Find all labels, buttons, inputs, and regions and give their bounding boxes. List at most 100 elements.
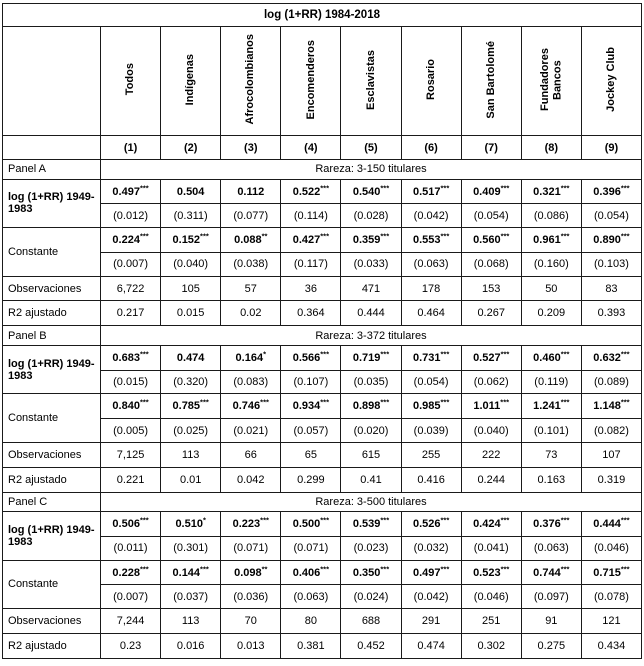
panel-label: Panel B [2,325,101,346]
panel-row: Panel C Rareza: 3-500 titulares [2,491,642,513]
table-title: log (1+RR) 1984-2018 [2,3,642,27]
r2-cell: 0.015 [160,300,222,327]
lag-coef-cell: 0.112 [220,178,282,205]
constant-coef-cell: 0.497*** [400,559,462,586]
lag-se-cell: (0.071) [220,535,282,561]
lag-se-cell: (0.054) [400,369,462,395]
lag-se-cell: (0.083) [220,369,282,395]
constant-se-cell: (0.046) [460,584,522,610]
observations-cell: 105 [160,275,222,302]
lag-coef-cell: 0.540*** [340,178,402,205]
constant-se-cell: (0.020) [340,418,402,443]
lag-se-cell: (0.012) [99,203,162,229]
lag-se-cell: (0.032) [400,535,462,561]
constant-se-cell: (0.025) [160,418,222,443]
observations-cell: 7,244 [99,608,162,634]
lag-se-cell: (0.046) [580,535,643,561]
column-header: San Bartolomé [460,26,522,136]
panel-subtitle: Rareza: 3-150 titulares [100,159,642,180]
observations-cell: 107 [580,441,643,468]
constant-coef-cell: 0.985*** [400,393,462,420]
obs-row: Observaciones 7,244 113 70 80 688 291 251 91 121 [2,608,643,634]
title-row: log (1+RR) 1984-2018 [2,3,642,27]
row-label-lag: log (1+RR) 1949-1983 [2,178,101,229]
r2-cell: 0.464 [400,300,462,327]
lag-coef-cell: 0.460*** [520,344,582,371]
constant-coef-cell: 0.715*** [580,559,643,586]
column-number: (4) [280,135,342,160]
lag-se-cell: (0.054) [460,203,522,229]
lag-coef-cell: 0.510* [160,511,222,537]
r2-cell: 0.013 [220,632,282,660]
lag-se-cell: (0.114) [280,203,342,229]
column-numbers-row: (1) (2) (3) (4) (5) (6) (7) (8) (9) [2,135,643,160]
constant-coef-cell: 0.934*** [280,393,342,420]
column-header: Todos [99,26,162,136]
constant-se-cell: (0.024) [340,584,402,610]
lag-se-cell: (0.063) [520,535,582,561]
r2-cell: 0.452 [340,632,402,660]
row-label-observations: Observaciones [2,608,101,634]
observations-cell: 121 [580,608,643,634]
lag-coef-cell: 0.504 [160,178,222,205]
column-number: (3) [220,135,282,160]
constant-coef-cell: 0.144*** [160,559,222,586]
column-number: (5) [340,135,402,160]
r2-cell: 0.416 [400,466,462,493]
observations-cell: 291 [400,608,462,634]
constant-coef-cell: 0.098** [220,559,282,586]
column-header-label: San Bartolomé [484,40,497,119]
coef-row: Constante 0.224*** 0.152*** 0.088** 0.427***… [2,227,643,277]
observations-cell: 80 [280,608,342,634]
lag-se-cell: (0.035) [340,369,402,395]
lag-coef-cell: 0.396*** [580,178,643,205]
constant-se-cell: (0.103) [580,251,643,277]
observations-cell: 6,722 [99,275,162,302]
observations-cell: 222 [460,441,522,468]
obs-row: Observaciones 6,722 105 57 36 471 178 153 50 83 [2,275,643,302]
lag-coef-cell: 0.444*** [580,511,643,537]
table-body: Panel A Rareza: 3-150 titulares log (1+RR)… [2,159,643,660]
observations-cell: 255 [400,441,462,468]
column-header: Afrocolombianos [220,26,282,136]
lag-coef-cell: 0.506*** [99,511,162,537]
lag-coef-cell: 0.539*** [340,511,402,537]
constant-coef-cell: 0.560*** [460,227,522,253]
lag-coef-cell: 0.683*** [99,344,162,371]
r2-cell: 0.381 [280,632,342,660]
row-label-constant: Constante [2,559,101,610]
r2-cell: 0.267 [460,300,522,327]
r2-cell: 0.209 [520,300,582,327]
column-header-label: Encomenderos [304,39,317,120]
observations-cell: 91 [520,608,582,634]
lag-coef-cell: 0.522*** [280,178,342,205]
column-number: (8) [520,135,582,160]
r2-cell: 0.474 [400,632,462,660]
row-label-constant: Constante [2,227,101,277]
panel-subtitle: Rareza: 3-500 titulares [100,491,642,513]
r2-cell: 0.01 [160,466,222,493]
constant-se-cell: (0.097) [520,584,582,610]
observations-cell: 83 [580,275,643,302]
row-label-observations: Observaciones [2,275,101,302]
column-header-label: Esclavistas [364,49,377,110]
row-label-lag: log (1+RR) 1949-1983 [2,344,101,395]
coef-row: Constante 0.228*** 0.144*** 0.098** 0.406***… [2,559,643,610]
observations-cell: 65 [280,441,342,468]
se-row: (0.015) (0.320) (0.083) (0.107) (0.035) (0.05… [3,369,643,395]
constant-se-cell: (0.042) [400,584,462,610]
r2-cell: 0.444 [340,300,402,327]
constant-se-cell: (0.068) [460,251,522,277]
constant-coef-cell: 1.148*** [580,393,643,420]
r2-cell: 0.302 [460,632,522,660]
r2-cell: 0.23 [99,632,162,660]
constant-coef-cell: 0.744*** [520,559,582,586]
lag-se-cell: (0.077) [220,203,282,229]
constant-se-cell: (0.037) [160,584,222,610]
r2-cell: 0.016 [160,632,222,660]
lag-se-cell: (0.086) [520,203,582,229]
lag-coef-cell: 0.424*** [460,511,522,537]
lag-se-cell: (0.062) [460,369,522,395]
constant-se-cell: (0.007) [99,251,162,277]
column-header-label: Todos [124,63,137,96]
